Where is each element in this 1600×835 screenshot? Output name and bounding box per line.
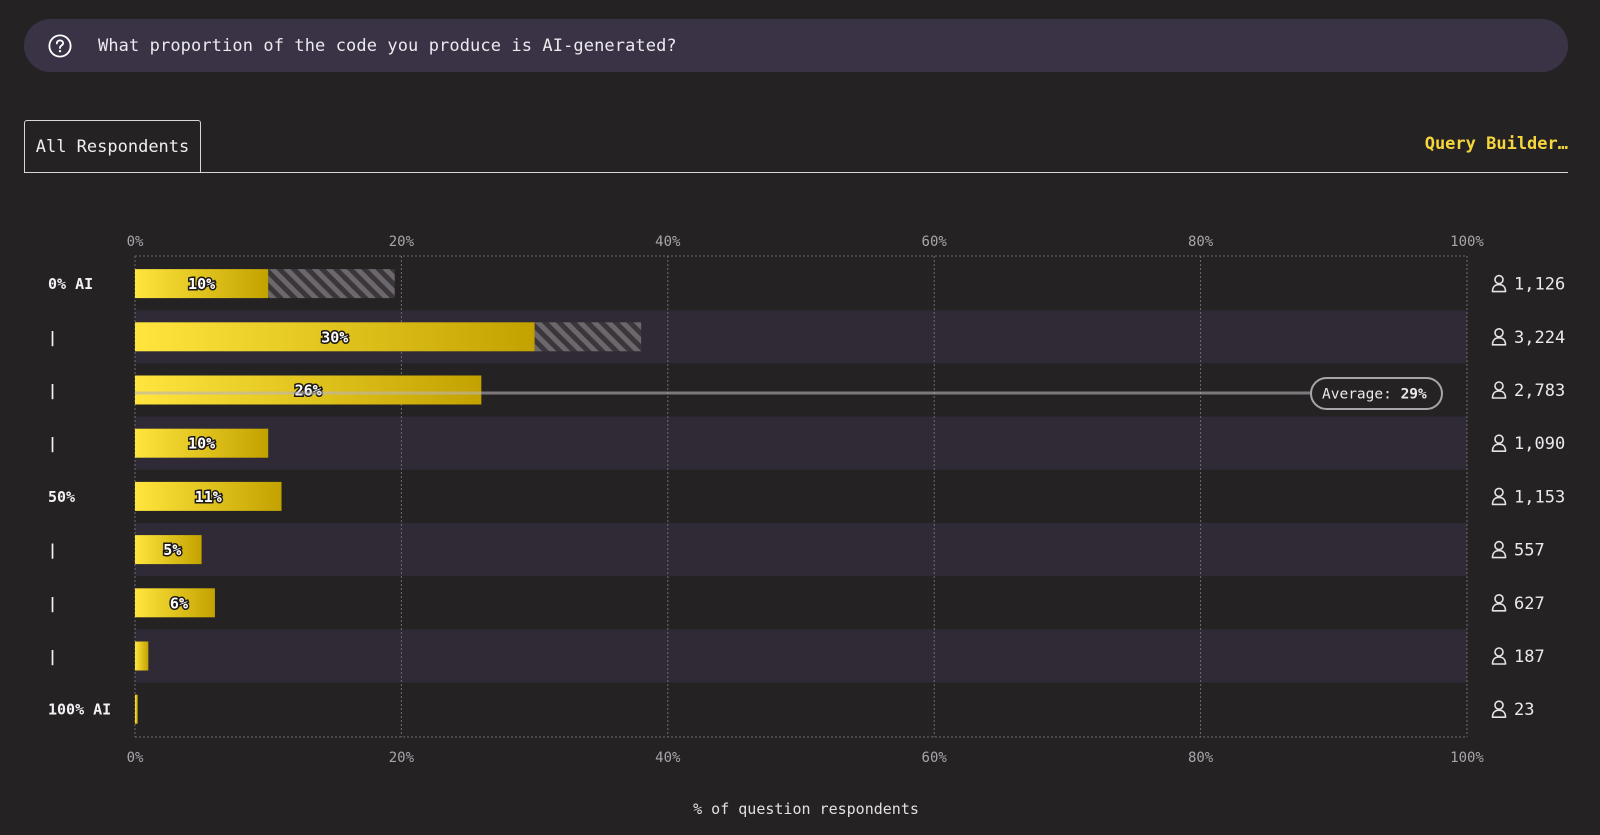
bar-hatch	[534, 322, 642, 352]
bar	[135, 641, 149, 671]
respondent-count: 1,090	[1514, 434, 1565, 454]
respondent-count: 1,126	[1514, 275, 1565, 295]
tabs-divider	[24, 172, 1568, 173]
x-tick-label: 60%	[922, 750, 948, 766]
tab-all-respondents[interactable]: All Respondents	[24, 120, 201, 172]
person-icon	[1491, 327, 1507, 346]
bar	[135, 375, 482, 405]
person-icon	[1491, 274, 1507, 293]
person-icon	[1491, 593, 1507, 612]
category-label: 0% AI	[48, 275, 93, 293]
bar	[135, 535, 202, 565]
x-tick-label: 40%	[655, 750, 681, 766]
x-tick-label: 100%	[1450, 234, 1484, 250]
row-band	[135, 629, 1467, 683]
person-icon	[1491, 647, 1507, 665]
person-icon	[1491, 700, 1507, 719]
average-label: Average: 29%	[1322, 387, 1427, 403]
x-tick-label: 60%	[922, 234, 948, 250]
x-tick-label: 100%	[1450, 750, 1484, 766]
row-band	[135, 523, 1467, 577]
bar-value-label: 10%	[188, 275, 215, 293]
person-icon	[1491, 487, 1507, 506]
average-badge	[1310, 377, 1443, 410]
category-label: |	[48, 328, 57, 347]
question-text: What proportion of the code you produce …	[98, 35, 677, 56]
category-label: |	[48, 435, 57, 454]
bar	[135, 694, 138, 724]
respondent-count: 557	[1514, 541, 1545, 561]
respondent-count: 3,224	[1514, 328, 1565, 348]
x-tick-label: 0%	[127, 234, 144, 250]
respondent-count: 23	[1514, 700, 1534, 720]
question-bar: What proportion of the code you produce …	[24, 19, 1568, 72]
category-label: |	[48, 541, 57, 560]
respondent-count: 2,783	[1514, 381, 1565, 401]
row-band	[135, 416, 1467, 470]
bar	[135, 588, 215, 618]
category-label: 100% AI	[48, 701, 111, 719]
bar-value-label: 5%	[163, 541, 181, 559]
bar-value-label: 26%	[295, 382, 322, 400]
x-tick-label: 80%	[1188, 234, 1214, 250]
x-tick-label: 0%	[127, 750, 144, 766]
category-label: 50%	[48, 488, 75, 506]
x-tick-label: 20%	[389, 750, 415, 766]
bar	[135, 322, 535, 352]
x-tick-label: 80%	[1188, 750, 1214, 766]
person-icon	[1491, 540, 1507, 559]
question-circle-icon	[48, 33, 72, 58]
bar	[135, 481, 282, 511]
query-builder-link[interactable]: Query Builder…	[1424, 134, 1568, 154]
bar-hatch	[268, 269, 395, 299]
category-label: |	[48, 382, 57, 401]
bar	[135, 269, 269, 299]
category-label: |	[48, 648, 57, 667]
category-label: |	[48, 594, 57, 613]
person-icon	[1491, 434, 1507, 453]
bar-value-label: 6%	[170, 594, 188, 612]
bar-value-label: 11%	[195, 488, 222, 506]
respondent-count: 1,153	[1514, 487, 1565, 507]
bar	[135, 428, 269, 458]
x-axis-title: % of question respondents	[693, 800, 919, 818]
bar-value-label: 10%	[188, 435, 215, 453]
bar-value-label: 30%	[321, 328, 348, 346]
respondent-count: 187	[1514, 647, 1545, 667]
x-tick-label: 20%	[389, 234, 415, 250]
respondent-count: 627	[1514, 594, 1545, 614]
person-icon	[1491, 381, 1507, 399]
x-tick-label: 40%	[655, 234, 681, 250]
